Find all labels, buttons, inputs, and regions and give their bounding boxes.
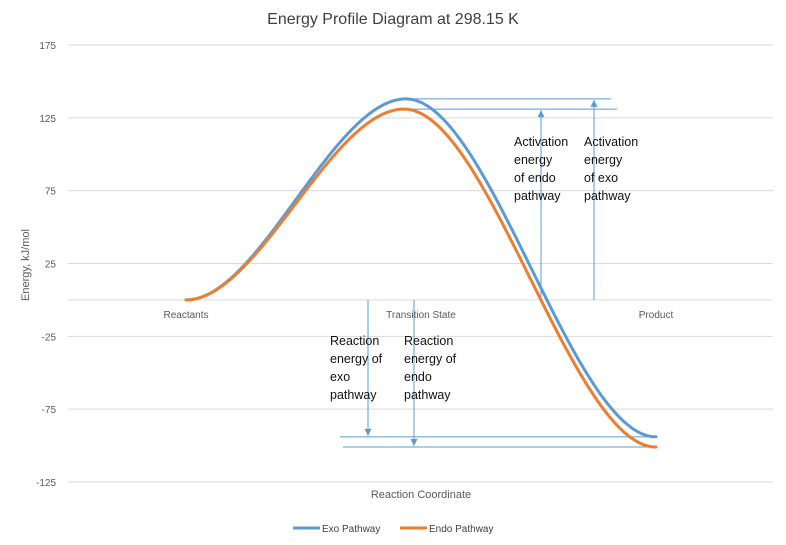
annotation-line: pathway bbox=[330, 388, 377, 402]
activation-endo-arrow-head bbox=[537, 110, 545, 118]
reaction-endo-arrow-head bbox=[410, 439, 418, 447]
legend-label: Exo Pathway bbox=[322, 524, 380, 535]
annotations: Activation energy of endo pathway Activation… bbox=[330, 135, 638, 402]
series-line-endo bbox=[184, 107, 658, 449]
annotation-line: pathway bbox=[514, 189, 561, 203]
category-label: Reactants bbox=[163, 310, 208, 321]
chart-title: Energy Profile Diagram at 298.15 K bbox=[267, 11, 519, 28]
reaction-exo-arrow-head bbox=[364, 428, 372, 436]
legend: Exo Pathway Endo Pathway bbox=[293, 524, 494, 535]
annotation-line: energy bbox=[514, 153, 553, 167]
activation-exo-arrow-head bbox=[590, 99, 598, 107]
category-label: Transition State bbox=[386, 310, 456, 321]
x-axis-title: Reaction Coordinate bbox=[371, 489, 471, 501]
series-line-exo bbox=[184, 97, 658, 439]
annotation-line: Activation bbox=[584, 135, 638, 149]
reference-lines bbox=[340, 98, 656, 448]
y-tick-label: -25 bbox=[42, 332, 57, 343]
annotation-line: energy of bbox=[404, 352, 457, 366]
annotation-line: energy of bbox=[330, 352, 383, 366]
annotation-line: Activation bbox=[514, 135, 568, 149]
annotation-line: of endo bbox=[514, 171, 556, 185]
annotation-line: of exo bbox=[584, 171, 618, 185]
y-axis-ticks: 175 125 75 25 -25 -75 -125 bbox=[36, 41, 56, 489]
legend-label: Endo Pathway bbox=[429, 524, 494, 535]
annotation-line: pathway bbox=[404, 388, 451, 402]
y-tick-label: 25 bbox=[45, 260, 57, 271]
annotation-line: energy bbox=[584, 153, 623, 167]
y-tick-label: 175 bbox=[39, 41, 56, 52]
category-labels: Reactants Transition State Product bbox=[163, 310, 673, 321]
annotation-line: exo bbox=[330, 370, 350, 384]
y-tick-label: -75 bbox=[42, 405, 57, 416]
annotation-line: pathway bbox=[584, 189, 631, 203]
y-axis-title: Energy, kJ/mol bbox=[20, 229, 32, 301]
annotation-line: Reaction bbox=[404, 334, 453, 348]
y-tick-label: 75 bbox=[45, 187, 57, 198]
annotation-line: endo bbox=[404, 370, 432, 384]
y-tick-label: 125 bbox=[39, 114, 56, 125]
annotation-line: Reaction bbox=[330, 334, 379, 348]
y-tick-label: -125 bbox=[36, 478, 56, 489]
category-label: Product bbox=[639, 310, 674, 321]
series-lines bbox=[184, 97, 658, 449]
gridlines bbox=[68, 44, 773, 483]
